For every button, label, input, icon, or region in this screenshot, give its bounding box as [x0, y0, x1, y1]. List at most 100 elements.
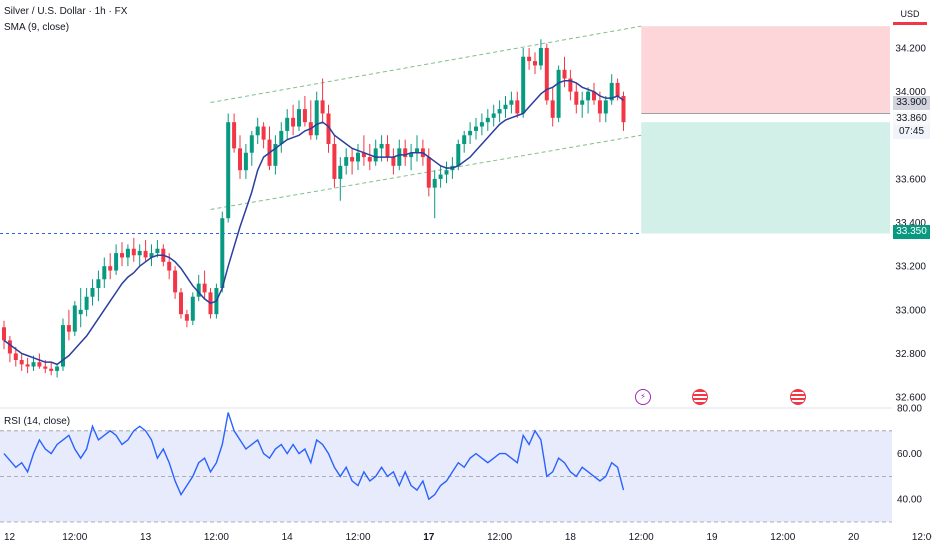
candle — [66, 309, 71, 341]
candle-body — [527, 56, 532, 62]
candle-body — [114, 253, 119, 271]
price-axis-label: 33.400 — [895, 218, 926, 229]
candle — [603, 96, 608, 123]
candle-body — [149, 253, 154, 258]
candle — [326, 104, 331, 153]
candle — [179, 288, 183, 319]
time-axis-label: 12:00 — [204, 532, 229, 543]
candle-body — [125, 248, 130, 258]
channel-upper — [210, 25, 642, 104]
candlestick-series — [2, 39, 626, 378]
candle — [61, 318, 65, 371]
candle — [373, 139, 378, 166]
candle-body — [609, 82, 614, 101]
symbol-title[interactable]: Silver / U.S. Dollar · 1h · FX — [4, 6, 128, 17]
candle-body — [379, 144, 384, 149]
price-axis-label: 34.200 — [895, 44, 926, 55]
candle — [338, 157, 343, 201]
rsi-axis-label: 60.00 — [897, 449, 922, 460]
time-axis-label: 12:00 — [912, 532, 932, 543]
candle-body — [474, 126, 478, 131]
rsi-axis-label: 80.00 — [897, 404, 922, 415]
candle-body — [521, 56, 526, 114]
candle — [320, 78, 325, 123]
candle-body — [72, 305, 77, 332]
candle-body — [415, 148, 419, 153]
candle-body — [190, 296, 195, 321]
candle — [332, 135, 337, 188]
last-price-tag: 33.900 — [893, 96, 930, 110]
candle-body — [432, 178, 437, 188]
candle — [415, 135, 419, 162]
candle — [515, 91, 520, 118]
candle — [120, 242, 124, 267]
candle-body — [179, 292, 183, 315]
candle — [108, 253, 113, 280]
candle-body — [479, 122, 484, 127]
time-axis-label: 13 — [140, 532, 152, 543]
candle-body — [90, 288, 95, 297]
sma-line-group — [3, 79, 624, 366]
candle-body — [586, 91, 591, 101]
candle — [462, 130, 467, 153]
rsi-axis-label: 40.00 — [897, 495, 922, 506]
time-axis-label: 12:00 — [62, 532, 87, 543]
candle-body — [568, 78, 573, 92]
candle-body — [344, 157, 349, 166]
candle — [574, 82, 579, 114]
candle — [279, 122, 284, 153]
candle-body — [615, 82, 620, 96]
currency-button[interactable]: USD — [893, 6, 927, 25]
candle-body — [232, 122, 237, 149]
lightning-icon[interactable]: ⚡ — [635, 389, 651, 405]
candle — [49, 362, 54, 376]
candle-body — [367, 157, 372, 162]
candle-body — [574, 91, 579, 105]
candle — [184, 309, 189, 328]
us-flag-icon[interactable] — [692, 389, 708, 405]
indicator-label[interactable]: SMA (9, close) — [4, 22, 70, 33]
us-flag-icon[interactable] — [790, 389, 806, 405]
candle-body — [78, 309, 83, 315]
candle-body — [361, 152, 366, 158]
candle-body — [509, 100, 514, 105]
candle — [2, 320, 6, 350]
candle — [491, 104, 496, 127]
candle — [125, 244, 130, 267]
rsi-label[interactable]: RSI (14, close) — [4, 416, 71, 427]
candle-body — [19, 360, 24, 365]
time-axis-label: 18 — [565, 532, 577, 543]
candle-body — [279, 130, 284, 144]
candle — [485, 109, 490, 131]
candle — [503, 96, 508, 118]
candle — [592, 82, 596, 105]
sma-line — [3, 79, 624, 366]
candle-body — [385, 144, 390, 158]
candle — [196, 274, 201, 302]
candle — [314, 91, 319, 140]
candle — [19, 353, 24, 371]
candle — [308, 100, 313, 140]
candle — [444, 161, 449, 184]
candle-body — [533, 61, 537, 66]
candle-body — [350, 157, 355, 162]
candle — [509, 91, 514, 114]
candle — [220, 211, 225, 293]
candle — [102, 257, 107, 288]
candle-body — [84, 296, 89, 310]
candle-body — [120, 253, 124, 258]
candle — [621, 91, 626, 131]
price-axis-label: 33.200 — [895, 262, 926, 273]
rsi-line — [3, 412, 625, 501]
candle-body — [61, 325, 65, 367]
candle — [149, 244, 154, 267]
candle — [25, 357, 30, 374]
candle-body — [580, 100, 585, 105]
candle — [521, 48, 526, 118]
candle-body — [7, 340, 12, 354]
candle-body — [556, 69, 561, 118]
candle — [261, 122, 266, 149]
candle — [350, 148, 355, 175]
candle-body — [403, 148, 408, 158]
